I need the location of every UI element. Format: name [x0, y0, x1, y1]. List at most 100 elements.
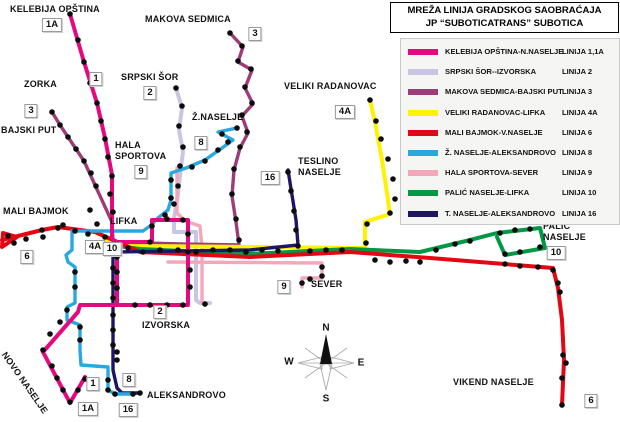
station-dot: [291, 208, 297, 214]
station-dot: [73, 146, 79, 152]
station-dot: [67, 399, 73, 405]
legend-line-number: LINIJA 9: [562, 168, 593, 178]
station-dot: [403, 258, 409, 264]
station-dot: [175, 183, 181, 189]
station-dot: [231, 166, 237, 172]
station-dot: [512, 227, 518, 233]
station-dot: [110, 327, 116, 333]
legend-row: MALI BAJMOK-V.NASELJE LINIJA 6: [401, 123, 619, 143]
legend-line-number: LINIJA 4A: [562, 107, 598, 117]
station-dot: [47, 331, 53, 337]
station-dot: [363, 240, 369, 246]
station-dot: [307, 276, 313, 282]
station-dot: [23, 236, 29, 242]
station-dot: [559, 375, 565, 381]
station-dot: [467, 238, 473, 244]
station-dot: [233, 216, 239, 222]
station-dot: [239, 112, 245, 118]
station-dot: [114, 349, 120, 355]
legend-row: KELEBIJA OPŠTINA-N.NASELJE LINIJA 1,1A: [401, 42, 619, 62]
station-dot: [244, 129, 250, 135]
legend-route-name: MAKOVA SEDMICA-BAJSKI PUT: [445, 87, 563, 97]
station-dot: [82, 376, 88, 382]
station-dot: [105, 377, 111, 383]
legend-line-number: LINIJA 10: [562, 188, 597, 198]
station-dot: [132, 302, 138, 308]
station-dot: [94, 100, 100, 106]
station-dot: [171, 201, 177, 207]
station-dot: [87, 207, 93, 213]
station-dot: [147, 302, 153, 308]
station-dot: [85, 231, 91, 237]
station-dot: [75, 37, 81, 43]
station-dot: [140, 249, 146, 255]
legend-route-name: MALI BAJMOK-V.NASELJE: [445, 127, 543, 137]
legend-color-swatch: [408, 109, 438, 116]
station-dot: [210, 247, 216, 253]
legend-row: SRPSKI ŠOR--IZVORSKA LINIJA 2: [401, 62, 619, 82]
station-dot: [555, 280, 561, 286]
station-dot: [219, 131, 225, 137]
station-dot: [114, 285, 120, 291]
station-dot: [180, 217, 186, 223]
station-dot: [225, 139, 231, 145]
station-dot: [72, 284, 78, 290]
legend-line-number: LINIJA 3: [562, 87, 593, 97]
station-dot: [110, 265, 116, 271]
station-dot: [502, 251, 508, 257]
legend-color-swatch: [408, 150, 438, 156]
station-dot: [81, 59, 87, 65]
station-dot: [193, 249, 199, 255]
station-dot: [239, 43, 245, 49]
station-dot: [98, 118, 104, 124]
station-dot: [60, 222, 66, 228]
legend-color-swatch: [408, 89, 438, 96]
route-line-1-1A: [115, 218, 190, 307]
station-dot: [288, 188, 294, 194]
map-title-line2: JP “SUBOTICATRANS” SUBOTICA: [425, 17, 584, 29]
station-dot: [39, 227, 45, 233]
station-dot: [114, 357, 120, 363]
legend-line-number: LINIJA 8: [562, 148, 593, 157]
station-dot: [110, 209, 116, 215]
station-dot: [176, 123, 182, 129]
station-dot: [235, 58, 241, 64]
station-dot: [105, 154, 111, 160]
station-dot: [40, 234, 46, 240]
legend-color-swatch: [408, 129, 438, 136]
legend-color-swatch: [408, 69, 438, 76]
station-dot: [236, 237, 242, 243]
station-dot: [560, 352, 566, 358]
station-dot: [202, 158, 208, 164]
station-dot: [187, 267, 193, 273]
station-dot: [202, 301, 208, 307]
station-dot: [157, 247, 163, 253]
legend-route-name: VELIKI RADANOVAC-LIFKA: [445, 107, 546, 117]
legend-route-name: T. NASELJE-ALEKSANDROVO: [445, 208, 556, 218]
station-dot: [249, 100, 255, 106]
station-dot: [11, 240, 17, 246]
legend-color-swatch: [408, 210, 438, 217]
station-dot: [185, 231, 191, 237]
station-dot: [179, 103, 185, 109]
station-dot: [293, 227, 299, 233]
station-dot: [295, 243, 301, 249]
station-dot: [452, 241, 458, 247]
station-dot: [299, 280, 305, 286]
route-line-3: [50, 31, 255, 247]
station-dot: [392, 196, 398, 202]
station-dot: [114, 269, 120, 275]
station-dot: [64, 307, 70, 313]
station-dot: [559, 402, 565, 408]
station-dot: [107, 191, 113, 197]
station-dot: [378, 136, 384, 142]
station-dot: [339, 247, 345, 253]
station-dot: [77, 337, 83, 343]
route-line-9: [166, 260, 324, 289]
station-dot: [77, 324, 83, 330]
station-dot: [227, 247, 233, 253]
station-dot: [168, 177, 174, 183]
station-dot: [319, 273, 325, 279]
